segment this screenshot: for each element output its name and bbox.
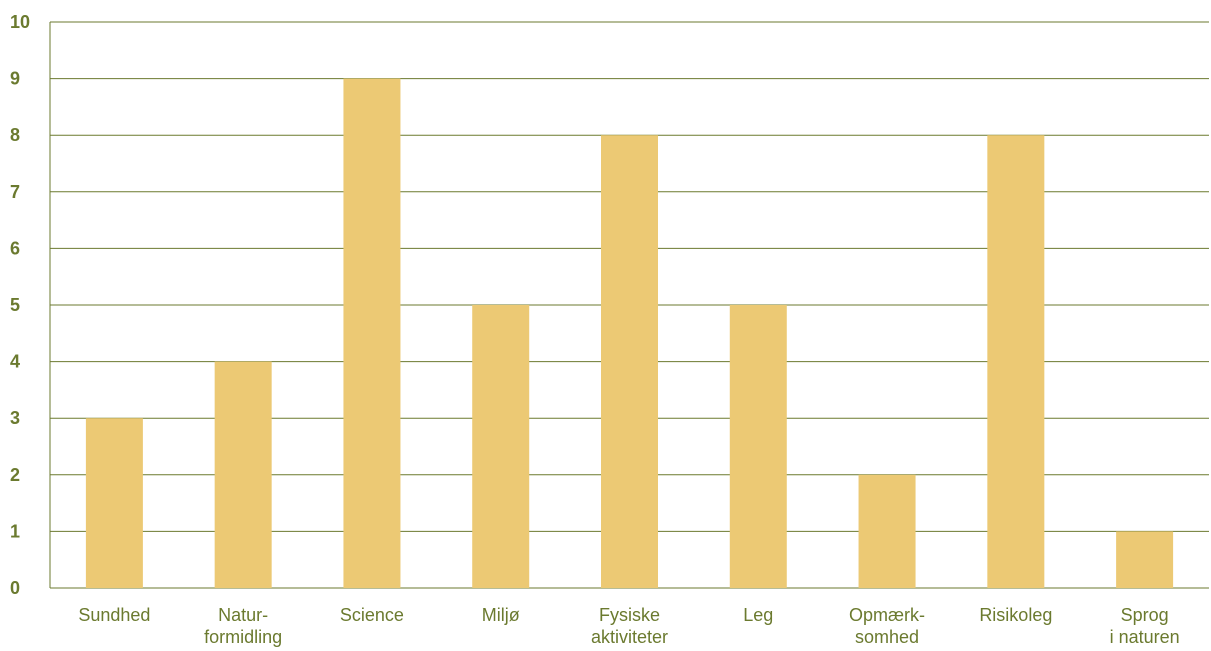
- x-category-label: Natur-formidling: [204, 605, 282, 647]
- x-category-label-line: Fysiske: [599, 605, 660, 625]
- x-category-label: Sprog i naturen: [1110, 605, 1180, 647]
- bar: [987, 135, 1045, 588]
- x-category-label-line: Science: [340, 605, 404, 625]
- bar: [1116, 531, 1174, 588]
- x-category-label-line: aktiviteter: [591, 627, 668, 647]
- x-axis-labels: Sundhed Natur-formidling Science Miljø Fysis…: [78, 605, 1179, 647]
- bar: [343, 78, 401, 588]
- y-tick-label: 1: [10, 521, 20, 541]
- x-category-label-line: somhed: [855, 627, 919, 647]
- x-category-label-line: Opmærk-: [849, 605, 925, 625]
- y-tick-label: 4: [10, 352, 20, 372]
- y-tick-label: 5: [10, 295, 20, 315]
- x-category-label-line: Sprog: [1121, 605, 1169, 625]
- x-category-label-line: Miljø: [482, 605, 520, 625]
- x-category-label-line: formidling: [204, 627, 282, 647]
- bar: [472, 305, 530, 588]
- y-axis-ticks: 0 1 2 3 4 5 6 7 8 9 10: [10, 12, 30, 598]
- x-category-label-line: Natur-: [218, 605, 268, 625]
- x-category-label-line: Sundhed: [78, 605, 150, 625]
- bar: [729, 305, 787, 588]
- y-tick-label: 0: [10, 578, 20, 598]
- x-category-label: Risikoleg: [979, 605, 1052, 625]
- x-category-label-line: i naturen: [1110, 627, 1180, 647]
- y-tick-label: 6: [10, 238, 20, 258]
- x-category-label: Science: [340, 605, 404, 625]
- bar: [214, 361, 272, 588]
- y-tick-label: 8: [10, 125, 20, 145]
- x-category-label: Leg: [743, 605, 773, 625]
- x-category-label: Miljø: [482, 605, 520, 625]
- bars: [85, 78, 1174, 588]
- y-tick-label: 3: [10, 408, 20, 428]
- x-category-label: Sundhed: [78, 605, 150, 625]
- x-category-label: Fysiske aktiviteter: [591, 605, 668, 647]
- y-tick-label: 9: [10, 69, 20, 89]
- bar: [858, 474, 916, 588]
- x-category-label-line: Risikoleg: [979, 605, 1052, 625]
- bar: [85, 418, 143, 588]
- x-category-label-line: Leg: [743, 605, 773, 625]
- x-category-label: Opmærk-somhed: [849, 605, 925, 647]
- y-tick-label: 7: [10, 182, 20, 202]
- y-tick-label: 2: [10, 465, 20, 485]
- y-tick-label: 10: [10, 12, 30, 32]
- bar: [601, 135, 658, 588]
